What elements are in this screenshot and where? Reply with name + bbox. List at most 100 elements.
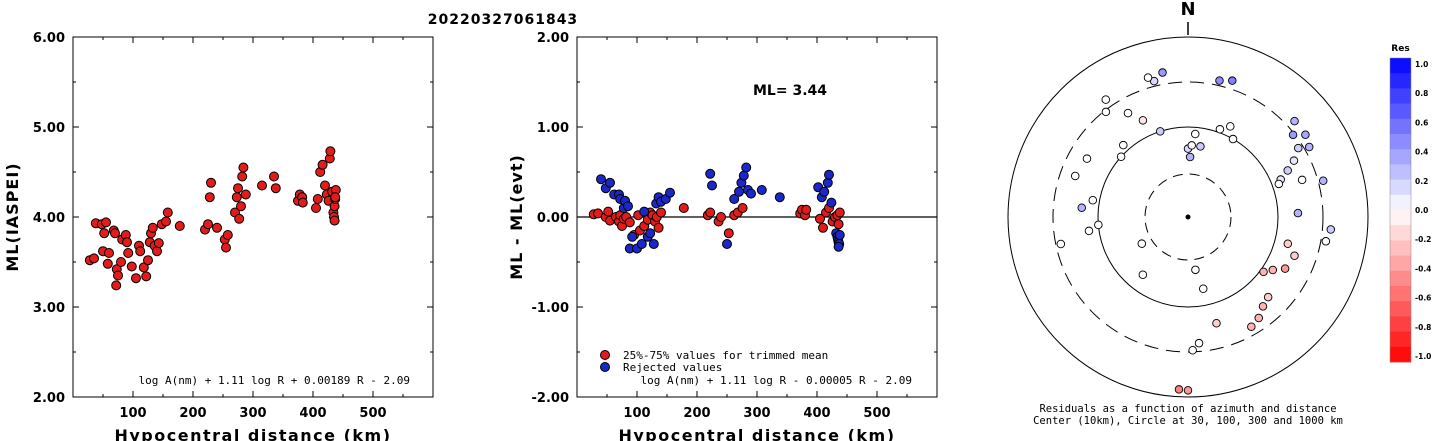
station-marker	[1290, 116, 1299, 126]
station-marker	[1082, 154, 1092, 163]
colorbar-title: Res	[1391, 44, 1409, 54]
data-point	[102, 258, 113, 269]
station-marker	[1143, 73, 1153, 82]
station-marker	[1321, 237, 1331, 246]
rejected-point	[627, 231, 638, 242]
station-marker	[1258, 302, 1268, 311]
data-point	[110, 228, 120, 239]
station-marker	[1070, 171, 1080, 181]
station-marker	[1212, 319, 1221, 328]
station-marker	[1304, 142, 1314, 152]
x-tick-label: 500	[359, 406, 386, 421]
data-point	[236, 201, 246, 212]
data-point	[143, 255, 153, 266]
rejected-point	[819, 186, 830, 197]
data-point	[233, 183, 243, 194]
station-marker	[1228, 134, 1238, 144]
colorbar-swatch	[1390, 346, 1411, 363]
station-marker	[1254, 313, 1263, 323]
rejected-point	[734, 186, 744, 197]
rejected-point	[707, 180, 717, 191]
station-marker	[1196, 142, 1205, 151]
colorbar-swatch	[1390, 194, 1411, 211]
legend-label-rejected: Rejected values	[623, 361, 722, 374]
data-point	[234, 213, 245, 224]
data-point	[270, 183, 281, 194]
data-point	[116, 257, 126, 267]
x-axis-label: Hypocentral distance (km)	[114, 426, 391, 441]
north-label: N	[1180, 0, 1195, 20]
station-marker	[1228, 76, 1237, 85]
rejected-point	[741, 162, 752, 173]
rejected-point	[738, 170, 749, 181]
rejected-point	[826, 197, 837, 208]
rejected-point	[722, 239, 732, 249]
station-marker	[1138, 270, 1148, 280]
colorbar-swatch	[1390, 179, 1411, 196]
data-point	[222, 230, 233, 240]
y-tick-label: 5.00	[33, 121, 65, 136]
data-point	[297, 197, 308, 208]
station-marker	[1185, 152, 1195, 162]
x-tick-label: 200	[179, 406, 206, 421]
colorbar-swatch	[1390, 331, 1411, 348]
data-point	[212, 222, 222, 233]
y-tick-label: -1.00	[532, 301, 569, 316]
y-tick-label: 4.00	[33, 211, 65, 226]
station-marker	[1094, 220, 1103, 230]
station-marker	[1084, 226, 1094, 236]
rejected-point	[623, 201, 633, 212]
station-marker	[1101, 107, 1111, 117]
data-point	[203, 219, 213, 230]
colorbar-swatch	[1390, 149, 1411, 165]
data-point	[240, 189, 251, 200]
colorbar-swatch	[1390, 316, 1411, 333]
station-marker	[1198, 284, 1208, 293]
distance-ring	[1007, 36, 1369, 398]
station-marker	[1215, 125, 1225, 134]
station-marker	[1183, 386, 1193, 395]
x-axis-label: Hypocentral distance (km)	[618, 426, 895, 441]
station-marker	[1297, 175, 1307, 185]
station-marker	[1116, 152, 1126, 162]
rejected-point	[636, 239, 647, 249]
station-marker	[1283, 166, 1292, 175]
colorbar-swatch	[1390, 301, 1411, 317]
trimmed-point	[705, 207, 716, 218]
station-marker	[1137, 239, 1147, 248]
colorbar-swatch	[1390, 240, 1411, 257]
station-marker	[1188, 346, 1197, 355]
ml-vs-distance-panel: 2.00 3.00 4.00 5.00 6.00 100 200 300 400 500 Hypoc…	[3, 31, 434, 441]
data-point	[113, 270, 123, 281]
trimmed-point	[818, 222, 828, 233]
y-tick-label: 1.00	[537, 121, 569, 136]
data-point	[126, 261, 137, 272]
azimuth-residual-panel: N Residuals as a function of azimuth and …	[1007, 0, 1369, 427]
rejected-point	[605, 177, 615, 188]
legend-marker-trimmed	[600, 350, 610, 360]
trimmed-point	[834, 207, 845, 218]
colorbar-swatch	[1390, 88, 1411, 105]
station-marker	[1119, 140, 1128, 150]
y-axis-label: ML - ML(evt)	[507, 154, 526, 280]
station-marker	[1326, 225, 1336, 234]
station-marker	[1293, 143, 1303, 153]
data-point	[131, 273, 141, 284]
figure-title: 20220327061843	[428, 12, 578, 28]
rejected-point	[822, 177, 833, 188]
trimmed-point	[716, 212, 726, 222]
colorbar-swatch	[1390, 103, 1411, 120]
data-point	[237, 171, 248, 182]
rejected-point	[665, 187, 675, 198]
colorbar-tick-label: -1.0	[1415, 352, 1431, 361]
trimmed-point	[624, 217, 635, 228]
data-point	[135, 246, 146, 257]
data-point	[330, 192, 341, 203]
data-point	[204, 192, 215, 203]
data-point	[329, 215, 340, 226]
colorbar-swatch	[1390, 164, 1411, 181]
data-point	[320, 180, 330, 191]
trimmed-point	[653, 222, 664, 233]
colorbar-frame	[1389, 57, 1412, 363]
